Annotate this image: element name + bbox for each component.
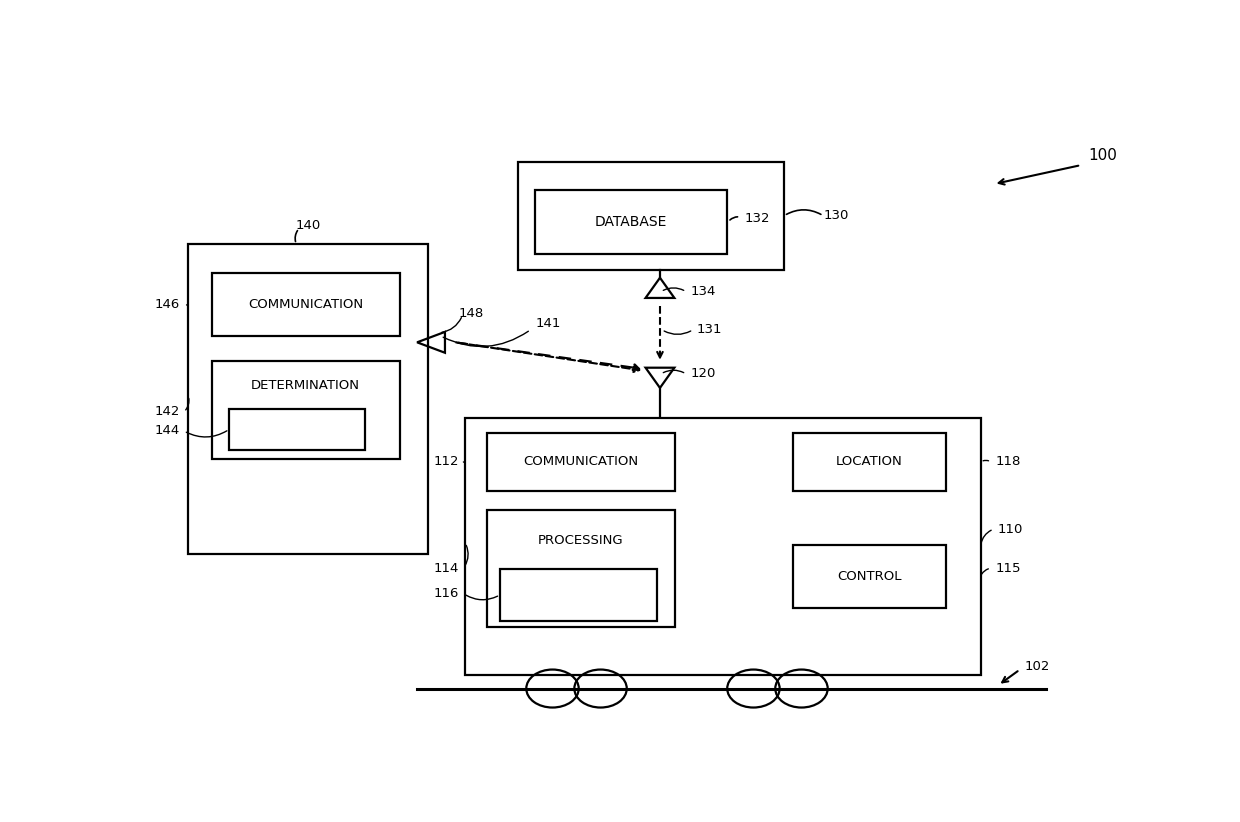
Text: 116: 116 bbox=[434, 587, 459, 600]
Text: COMMUNICATION: COMMUNICATION bbox=[248, 298, 363, 311]
Text: 102: 102 bbox=[1024, 660, 1049, 673]
Text: 148: 148 bbox=[458, 307, 484, 321]
Bar bbox=[212, 362, 399, 459]
Text: 115: 115 bbox=[996, 561, 1021, 575]
Text: DATABASE: DATABASE bbox=[595, 215, 667, 229]
Text: CONTROL: CONTROL bbox=[837, 570, 901, 583]
Text: 134: 134 bbox=[691, 285, 715, 298]
Text: 114: 114 bbox=[434, 561, 459, 575]
Bar bbox=[500, 569, 657, 621]
Bar bbox=[534, 191, 727, 254]
Text: 130: 130 bbox=[823, 210, 849, 222]
Text: 100: 100 bbox=[1089, 148, 1117, 163]
Bar bbox=[792, 545, 946, 608]
Text: COMMUNICATION: COMMUNICATION bbox=[523, 455, 639, 469]
Bar bbox=[212, 273, 399, 336]
Bar bbox=[465, 418, 981, 675]
Bar bbox=[487, 510, 675, 627]
Text: 118: 118 bbox=[996, 455, 1021, 469]
Text: 131: 131 bbox=[697, 323, 722, 336]
Bar bbox=[517, 162, 784, 270]
Bar bbox=[229, 409, 365, 450]
Text: 144: 144 bbox=[154, 424, 180, 437]
Text: 112: 112 bbox=[434, 455, 459, 469]
Text: 142: 142 bbox=[154, 405, 180, 418]
Text: DETERMINATION: DETERMINATION bbox=[252, 379, 360, 392]
Text: 110: 110 bbox=[998, 523, 1023, 536]
Text: 132: 132 bbox=[745, 212, 770, 225]
Text: LOCATION: LOCATION bbox=[836, 455, 903, 469]
Bar bbox=[188, 244, 429, 554]
Text: 146: 146 bbox=[154, 298, 180, 311]
Text: 140: 140 bbox=[295, 219, 320, 232]
Bar bbox=[792, 433, 946, 491]
Text: PROCESSING: PROCESSING bbox=[538, 534, 624, 547]
Bar bbox=[487, 433, 675, 491]
Text: 120: 120 bbox=[691, 367, 715, 381]
Text: 141: 141 bbox=[536, 316, 560, 330]
